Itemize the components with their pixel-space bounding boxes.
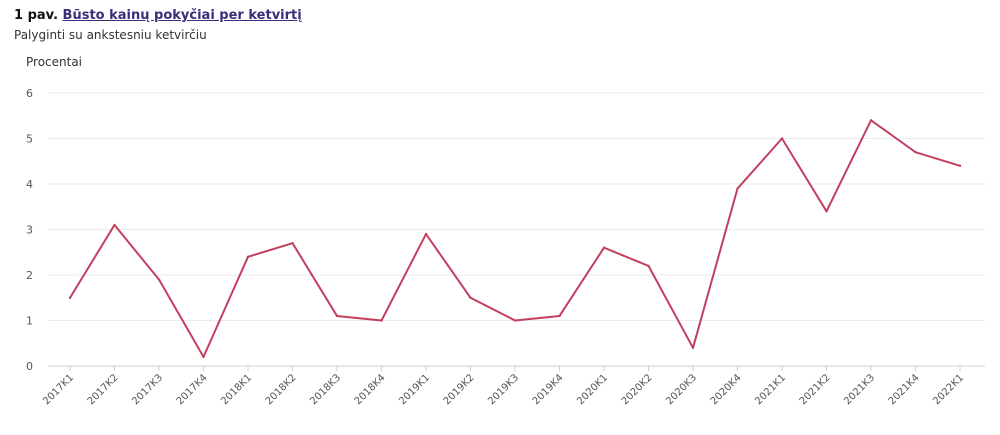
data-point: [246, 255, 250, 258]
y-tick-label: 1: [26, 315, 33, 328]
chart-title: 1 pav. Būsto kainų pokyčiai per ketvirtį: [14, 6, 302, 26]
x-tick-label: 2018K1: [219, 372, 254, 407]
data-point: [647, 264, 650, 268]
data-point: [513, 319, 517, 322]
x-tick-label: 2017K3: [130, 372, 165, 407]
x-tick-label: 2021K1: [753, 372, 788, 407]
chart-header: 1 pav. Būsto kainų pokyčiai per ketvirtį…: [14, 6, 302, 44]
x-tick-label: 2021K4: [887, 372, 922, 407]
x-tick-label: 2021K3: [842, 372, 877, 407]
data-point: [736, 187, 739, 190]
x-tick-label: 2017K2: [86, 372, 121, 407]
x-tick-label: 2020K2: [620, 372, 655, 407]
data-point: [914, 150, 917, 154]
x-tick-label: 2018K3: [308, 372, 343, 407]
chart-title-link[interactable]: Būsto kainų pokyčiai per ketvirtį: [62, 8, 302, 23]
x-tick-label: 2019K4: [531, 372, 566, 407]
x-tick-label: 2019K3: [486, 372, 521, 407]
data-point: [157, 278, 161, 281]
data-point: [68, 296, 72, 299]
y-axis-label: Procentai: [26, 55, 83, 69]
x-tick-label: 2020K1: [575, 372, 610, 407]
x-tick-label: 2017K4: [175, 372, 210, 407]
data-point: [691, 346, 695, 349]
data-point: [380, 319, 383, 322]
x-tick-label: 2020K3: [664, 372, 699, 407]
data-point: [602, 246, 606, 249]
data-point: [424, 232, 428, 236]
data-point: [291, 241, 294, 245]
data-point: [825, 210, 828, 213]
x-tick-label: 2017K1: [41, 372, 76, 407]
y-tick-label: 0: [26, 360, 33, 373]
x-tick-label: 2018K2: [264, 372, 299, 407]
data-point: [202, 355, 205, 359]
data-point: [780, 137, 784, 140]
chart-subtitle: Palyginti su ankstesniu ketvirčiu: [14, 28, 207, 42]
y-tick-label: 2: [26, 269, 33, 282]
figure-number: 1 pav.: [14, 8, 59, 23]
x-tick-label: 2021K2: [798, 372, 833, 407]
x-tick-label: 2019K2: [442, 372, 477, 407]
data-point: [335, 314, 339, 318]
x-tick-label: 2019K1: [397, 372, 432, 407]
x-tick-label: 2022K1: [931, 372, 966, 407]
data-point: [113, 223, 116, 227]
y-tick-label: 5: [26, 133, 33, 146]
y-tick-label: 6: [26, 87, 33, 100]
x-tick-label: 2018K4: [353, 372, 388, 407]
y-tick-label: 3: [26, 224, 33, 237]
data-point: [869, 119, 873, 122]
data-point: [469, 296, 472, 299]
y-tick-label: 4: [26, 178, 33, 191]
x-tick-label: 2020K4: [709, 372, 744, 407]
data-point: [958, 164, 962, 167]
data-point: [558, 314, 561, 318]
